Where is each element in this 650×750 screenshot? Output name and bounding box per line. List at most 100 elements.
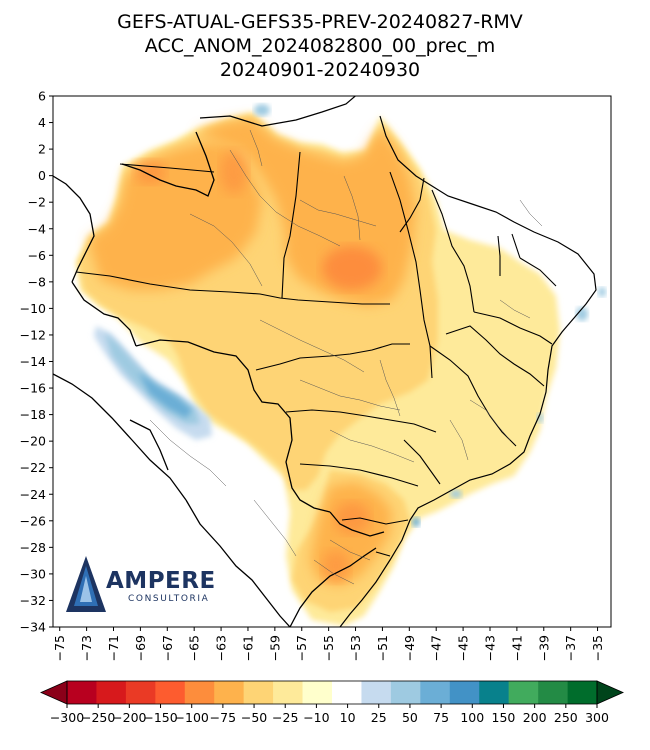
colorbar-label: 10 [340,710,356,725]
colorbar-over-arrow [596,680,624,705]
colorbar-label: 100 [460,710,484,725]
colorbar-label: 25 [371,710,387,725]
colorbar-label: −25 [272,710,298,725]
y-tick-label: −22 [20,460,46,475]
ampere-logo: AMPERE CONSULTORIA [62,552,237,616]
x-tick-label: −75 [52,635,67,661]
y-tick-label: −28 [20,540,46,555]
colorbar-segment [214,681,244,704]
colorbar-label: 250 [554,710,578,725]
coastline [199,96,597,627]
colorbar-segment [155,681,186,704]
colorbar-segment [508,681,539,704]
x-tick-label: −73 [79,635,94,661]
y-tick-label: −32 [20,593,46,608]
colorbar-label: −150 [143,710,177,725]
state-borders [75,151,557,557]
ampere-logo-subtitle: CONSULTORIA [128,594,210,604]
y-tick-label: −2 [28,195,46,210]
x-tick-label: −65 [187,635,202,661]
colorbar-segment [567,681,598,704]
y-tick-label: −20 [20,434,46,449]
colorbar-segment [361,681,392,704]
title-line-3: 20240901-20240930 [219,59,421,81]
colorbar-segment [96,681,127,704]
x-tick-label: −59 [267,635,282,661]
colorbar-segment [449,681,480,704]
basin-boundaries [149,129,543,585]
ampere-logo-word: AMPERE [106,568,216,594]
anomaly-field-positive [94,104,606,527]
y-tick-label: 2 [38,142,46,157]
colorbar-label: −50 [241,710,267,725]
x-tick-label: −47 [429,635,444,661]
colorbar-under-arrow [40,680,68,705]
x-axis: −75 −73 −71 −69 −67 −65 −63 −61 −59 −57 −55 −53 −51−… [52,627,605,661]
x-tick-label: −71 [106,635,121,661]
x-tick-label: −35 [590,635,605,661]
colorbar-segment [479,681,509,704]
x-tick-label: −49 [402,635,417,661]
colorbar-outline [66,680,598,705]
colorbar-label: −200 [112,710,146,725]
x-tick-label: −69 [133,635,148,661]
colorbar-segment [302,681,333,704]
x-tick-label: −41 [509,635,524,661]
colorbar-label: 75 [433,710,449,725]
y-tick-label: −24 [20,487,46,502]
colorbar-label: −250 [81,710,115,725]
y-tick-label: −16 [20,381,46,396]
y-tick-label: −4 [28,221,46,236]
colorbar-label: −10 [303,710,329,725]
y-tick-label: −34 [20,620,46,635]
colorbar: −300−250−200−150−100 −75 −50 −25 −10 10 25 50 75… [40,680,624,725]
colorbar-segment [538,681,568,704]
title-line-1: GEFS-ATUAL-GEFS35-PREV-20240827-RMV [117,11,523,33]
colorbar-label: −100 [175,710,209,725]
colorbar-label: −300 [50,710,84,725]
colorbar-label: 300 [585,710,609,725]
y-tick-label: −30 [20,566,46,581]
x-tick-label: −63 [214,635,229,661]
anomaly-field-peak [134,150,382,582]
y-tick-label: 4 [38,115,46,130]
x-tick-label: −37 [563,635,578,661]
y-tick-label: 0 [38,168,46,183]
country-borders [53,131,385,627]
x-tick-label: −53 [348,635,363,661]
colorbar-label: 50 [402,710,418,725]
y-tick-label: −6 [28,248,46,263]
title-line-2: ACC_ANOM_2024082800_00_prec_m [144,35,496,57]
x-tick-label: −67 [160,635,175,661]
y-tick-label: −26 [20,513,46,528]
colorbar-label: 150 [492,710,516,725]
x-tick-label: −39 [536,635,551,661]
x-tick-label: −55 [321,635,336,661]
y-tick-label: −14 [20,354,46,369]
colorbar-segment [332,681,362,704]
y-axis: 6 4 2 0 −2 −4 −6 −8 −10 −12 −14 −16 −18 −20 −22 −24 −26 −… [20,89,53,635]
map-area [53,96,606,627]
y-tick-label: 6 [38,89,46,104]
x-tick-label: −57 [294,635,309,661]
colorbar-segment [243,681,274,704]
colorbar-label: −75 [210,710,236,725]
colorbar-segment [125,681,156,704]
colorbar-segment [67,681,97,704]
colorbar-segment [390,681,421,704]
x-tick-label: −43 [482,635,497,661]
y-tick-label: −8 [28,274,46,289]
colorbar-segment [420,681,451,704]
colorbar-segment [184,681,215,704]
x-tick-label: −45 [456,635,471,661]
colorbar-label: 200 [523,710,547,725]
y-tick-label: −12 [20,327,46,342]
colorbar-segment [273,681,303,704]
x-tick-label: −51 [375,635,390,661]
y-tick-label: −10 [20,301,46,316]
map-title: GEFS-ATUAL-GEFS35-PREV-20240827-RMV ACC_… [0,10,640,82]
y-tick-label: −18 [20,407,46,422]
ampere-logo-mark-icon [66,556,106,612]
x-tick-label: −61 [240,635,255,661]
